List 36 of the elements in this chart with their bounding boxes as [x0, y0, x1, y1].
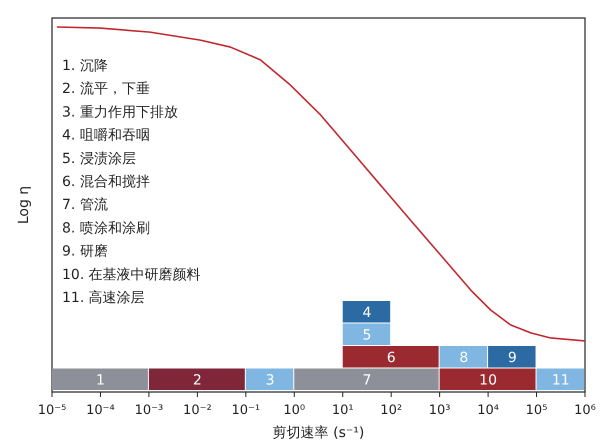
annotation: 4. 咀嚼和吞咽 [62, 128, 150, 144]
annotation: 9. 研磨 [62, 244, 108, 260]
band-label: 11 [552, 372, 570, 388]
x-tick-label: 10⁻⁵ [38, 403, 66, 418]
x-tick-label: 10⁴ [477, 403, 499, 418]
x-tick-label: 10⁻² [183, 403, 212, 418]
annotation: 8. 喷涂和涂刷 [62, 220, 150, 236]
band-label: 9 [508, 350, 517, 366]
annotation: 1. 沉降 [62, 58, 108, 74]
x-tick-label: 10⁰ [283, 403, 306, 418]
annotation: 10. 在基液中研磨颜料 [62, 266, 201, 283]
annotation: 5. 浸渍涂层 [62, 150, 136, 167]
x-axis-title: 剪切速率 (s⁻¹) [272, 425, 364, 441]
x-tick-label: 10⁵ [526, 403, 548, 418]
x-tick-label: 10² [380, 403, 402, 418]
band-label: 8 [459, 350, 468, 366]
x-tick-label: 10⁻³ [134, 403, 164, 418]
band-label: 5 [362, 327, 372, 344]
x-tick-label: 10⁶ [574, 403, 596, 418]
y-axis-title: Log η [16, 186, 32, 224]
annotation: 3. 重力作用下排放 [62, 104, 178, 120]
annotation: 6. 混合和搅拌 [62, 174, 150, 190]
annotation: 7. 管流 [62, 197, 108, 214]
band-label: 4 [362, 304, 372, 321]
band-label: 2 [192, 372, 202, 388]
band-label: 10 [479, 372, 498, 388]
band-label: 1 [96, 372, 105, 388]
annotation: 11. 高速涂层 [62, 290, 145, 306]
x-tick-label: 10¹ [332, 403, 354, 418]
x-tick-label: 10⁻⁴ [86, 403, 115, 418]
annotation: 2. 流平，下垂 [62, 81, 150, 98]
band-label: 7 [362, 372, 372, 388]
x-tick-label: 10⁻¹ [232, 403, 260, 418]
band-label: 3 [266, 372, 275, 388]
band-label: 6 [386, 350, 396, 366]
x-tick-label: 10³ [428, 403, 451, 418]
